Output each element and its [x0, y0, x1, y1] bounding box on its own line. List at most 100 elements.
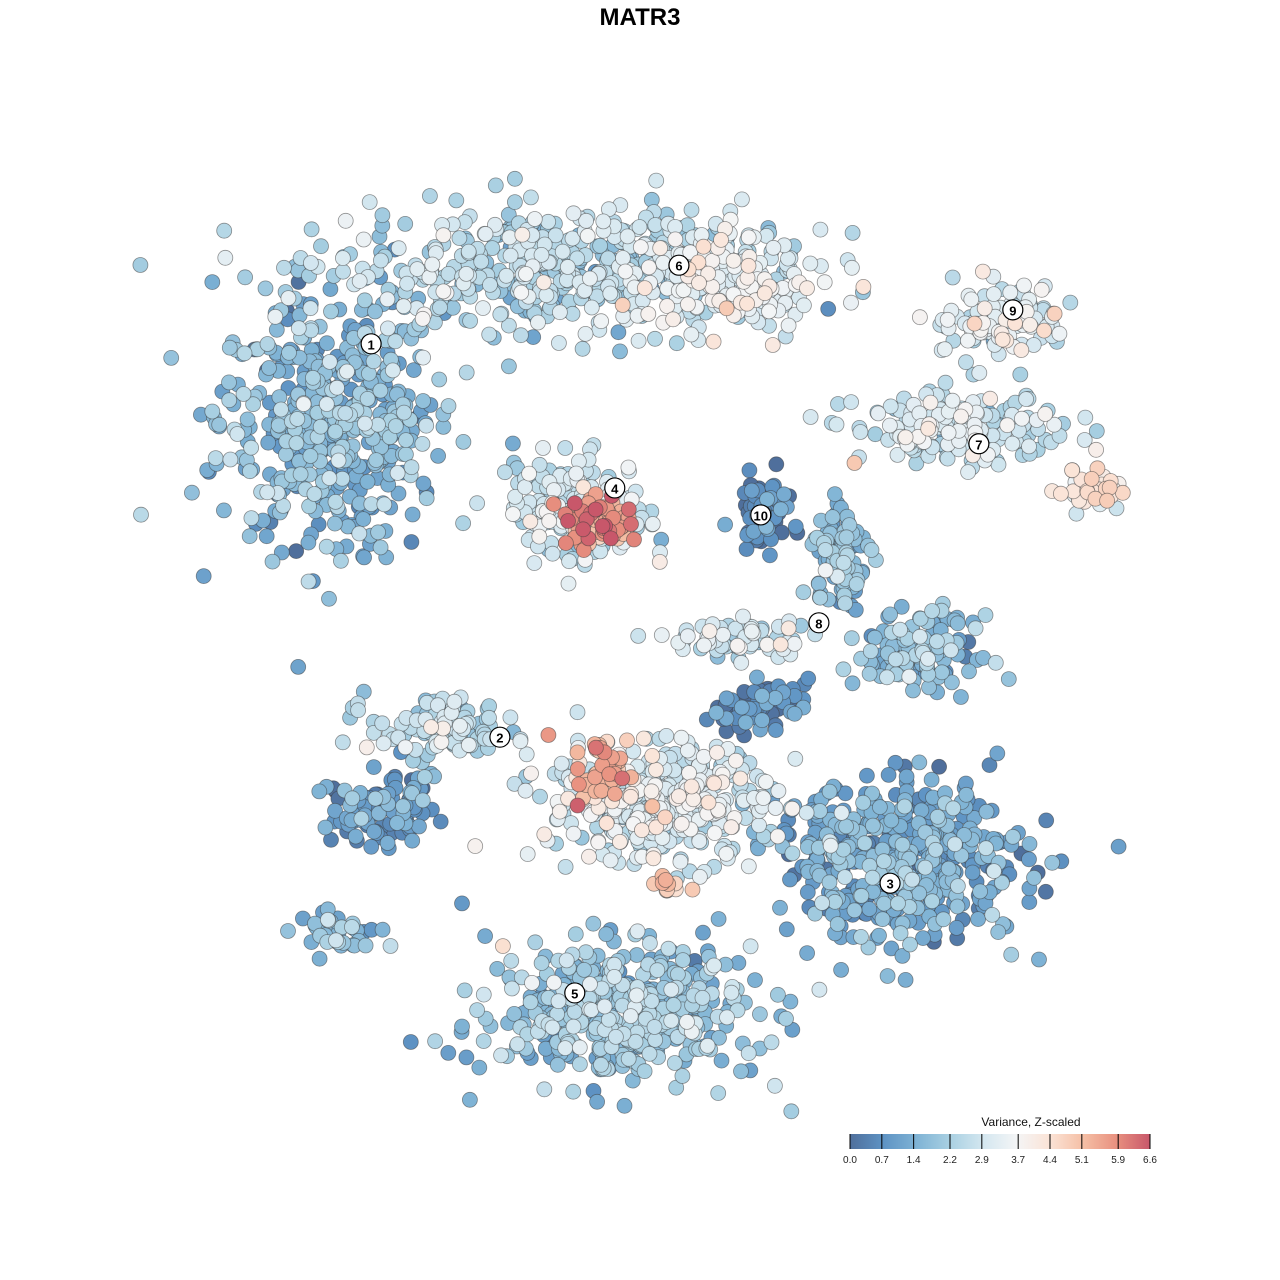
point — [482, 276, 498, 293]
point — [691, 275, 707, 291]
legend-tick-label: 6.6 — [1143, 1155, 1157, 1166]
point — [1037, 406, 1054, 422]
point — [569, 704, 586, 721]
point — [709, 744, 725, 761]
point — [319, 911, 336, 928]
point — [964, 864, 981, 881]
point — [660, 940, 677, 957]
point — [588, 739, 604, 756]
point — [622, 1008, 639, 1024]
point — [817, 542, 834, 558]
point — [574, 340, 591, 357]
point — [897, 972, 914, 988]
point — [368, 452, 385, 469]
point — [944, 392, 961, 409]
point — [390, 240, 407, 257]
point — [864, 869, 881, 886]
point — [740, 229, 757, 246]
point — [513, 284, 530, 301]
point — [935, 911, 952, 928]
point — [614, 297, 631, 313]
point — [522, 513, 539, 530]
point — [999, 417, 1016, 434]
point — [375, 735, 392, 752]
point — [902, 936, 918, 953]
point — [222, 451, 239, 468]
point — [475, 1033, 492, 1049]
point — [642, 935, 658, 952]
point — [500, 317, 517, 334]
point — [680, 296, 696, 313]
point — [544, 545, 561, 562]
point — [699, 1037, 716, 1054]
cluster-label-text: 5 — [571, 986, 578, 1001]
point — [949, 898, 966, 915]
point — [589, 1093, 605, 1110]
point — [1000, 671, 1017, 687]
point — [694, 990, 711, 1006]
point — [356, 292, 373, 309]
point — [643, 783, 660, 800]
point — [784, 800, 801, 817]
point — [927, 841, 944, 858]
point — [922, 394, 939, 411]
point — [1004, 435, 1021, 452]
point — [636, 280, 653, 297]
point — [579, 228, 596, 244]
point — [435, 283, 452, 300]
cluster-label-5: 5 — [564, 982, 586, 1004]
point — [812, 221, 829, 238]
point — [1016, 277, 1032, 294]
point — [461, 1091, 478, 1108]
points-layer — [132, 170, 1131, 1120]
point — [787, 518, 804, 535]
point — [337, 405, 354, 422]
point — [879, 669, 895, 686]
point — [978, 803, 995, 820]
cluster-label-7: 7 — [968, 433, 990, 455]
point — [280, 923, 296, 939]
point — [258, 528, 275, 545]
point — [540, 727, 557, 743]
point — [989, 745, 1006, 762]
point — [415, 349, 432, 366]
point — [966, 315, 983, 332]
cluster-label-6: 6 — [668, 254, 690, 276]
point — [950, 878, 966, 894]
point — [236, 345, 253, 362]
point — [780, 250, 796, 267]
point — [260, 434, 277, 451]
point — [649, 962, 666, 979]
point — [811, 981, 828, 998]
point — [351, 525, 368, 542]
point — [985, 286, 1002, 303]
point — [554, 243, 571, 260]
point — [535, 440, 551, 456]
point — [405, 362, 422, 379]
point — [1021, 438, 1037, 455]
cluster-label-8: 8 — [808, 612, 830, 634]
point — [672, 853, 689, 870]
point — [334, 734, 351, 751]
point — [365, 759, 382, 775]
point — [414, 792, 431, 809]
point — [892, 925, 909, 942]
point — [743, 482, 760, 499]
point — [311, 950, 328, 967]
point — [853, 929, 869, 945]
point — [503, 953, 520, 969]
point — [729, 637, 746, 654]
point — [581, 848, 597, 865]
point — [280, 290, 297, 307]
point — [370, 416, 386, 433]
point — [339, 363, 355, 380]
point — [887, 754, 904, 771]
point — [418, 490, 435, 507]
point — [812, 803, 828, 819]
point — [754, 687, 770, 704]
point — [549, 1056, 566, 1073]
point — [787, 750, 804, 767]
point — [695, 748, 712, 765]
point — [361, 194, 378, 211]
